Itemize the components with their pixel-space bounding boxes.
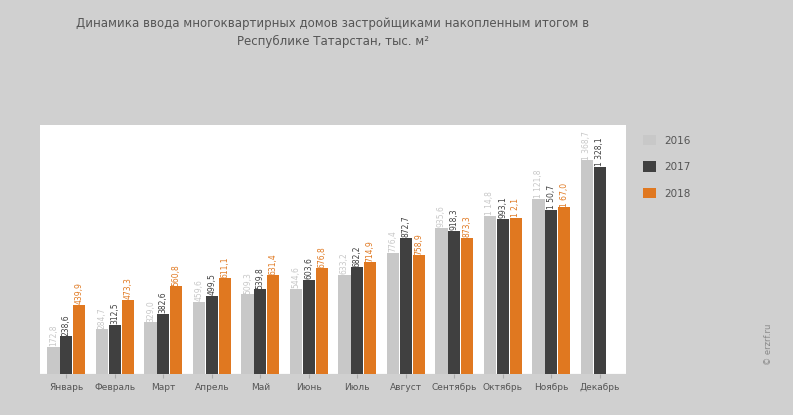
Bar <box>364 262 376 374</box>
Text: 1 67,0: 1 67,0 <box>560 183 569 207</box>
Text: 872,7: 872,7 <box>401 215 410 237</box>
Text: 499,5: 499,5 <box>207 273 216 295</box>
Text: 329,0: 329,0 <box>146 300 155 322</box>
Bar <box>351 267 363 374</box>
Bar <box>241 294 254 374</box>
Text: 560,8: 560,8 <box>171 264 181 286</box>
Bar <box>157 314 170 374</box>
Bar <box>339 275 351 374</box>
Text: 1 50,7: 1 50,7 <box>547 185 556 209</box>
Text: 544,6: 544,6 <box>292 266 301 288</box>
Bar <box>255 290 266 374</box>
Text: 776,4: 776,4 <box>389 230 397 252</box>
Text: 758,9: 758,9 <box>414 233 423 255</box>
Bar <box>594 167 606 374</box>
Text: 539,8: 539,8 <box>256 267 265 289</box>
Text: 1 368,7: 1 368,7 <box>582 131 592 160</box>
Text: 918,3: 918,3 <box>450 208 459 230</box>
Text: 603,6: 603,6 <box>305 257 313 279</box>
Bar <box>484 215 496 374</box>
Bar <box>73 305 85 374</box>
Bar <box>387 253 399 374</box>
Bar <box>532 199 545 374</box>
Bar <box>546 210 557 374</box>
Bar <box>48 347 59 374</box>
Bar <box>510 217 522 374</box>
Text: 633,2: 633,2 <box>340 253 349 274</box>
Text: 172,8: 172,8 <box>49 325 58 346</box>
Text: 1 14,8: 1 14,8 <box>485 191 495 215</box>
Bar <box>496 219 509 374</box>
Bar <box>219 278 231 374</box>
Text: 473,3: 473,3 <box>123 277 132 299</box>
Bar <box>558 208 570 374</box>
Bar <box>435 228 447 374</box>
Text: 935,6: 935,6 <box>437 205 446 227</box>
Text: 631,4: 631,4 <box>269 253 278 275</box>
Bar <box>303 280 315 374</box>
Text: 238,6: 238,6 <box>62 314 71 336</box>
Bar <box>400 238 412 374</box>
Text: 1 2,1: 1 2,1 <box>511 198 520 217</box>
Bar <box>193 302 205 374</box>
Bar <box>581 161 593 374</box>
Text: 509,3: 509,3 <box>243 272 252 294</box>
Text: 714,9: 714,9 <box>366 240 374 261</box>
Bar <box>290 289 302 374</box>
Text: 382,6: 382,6 <box>159 292 168 313</box>
Text: 459,6: 459,6 <box>194 279 204 301</box>
Text: 284,7: 284,7 <box>98 307 106 329</box>
Text: 312,5: 312,5 <box>110 303 119 324</box>
Text: 682,2: 682,2 <box>353 245 362 267</box>
Bar <box>121 300 134 374</box>
Bar <box>96 329 108 374</box>
Text: Динамика ввода многоквартирных домов застройщиками накопленным итогом в
Республи: Динамика ввода многоквартирных домов зас… <box>76 17 590 48</box>
Bar <box>412 255 425 374</box>
Bar <box>448 231 461 374</box>
Text: 439,9: 439,9 <box>75 283 84 305</box>
Bar <box>267 275 279 374</box>
Bar <box>461 238 473 374</box>
Text: 1 121,8: 1 121,8 <box>534 170 543 198</box>
Bar <box>170 286 182 374</box>
Bar <box>109 325 121 374</box>
Text: 611,1: 611,1 <box>220 256 229 278</box>
Text: 873,3: 873,3 <box>462 215 472 237</box>
Bar <box>205 296 218 374</box>
Text: 1 328,1: 1 328,1 <box>596 137 604 166</box>
Text: 993,1: 993,1 <box>498 197 508 218</box>
Text: © erzrf.ru: © erzrf.ru <box>764 324 773 365</box>
Bar <box>144 322 156 374</box>
Text: 676,8: 676,8 <box>317 246 326 268</box>
Bar <box>316 268 328 374</box>
Bar <box>60 337 72 374</box>
Legend: 2016, 2017, 2018: 2016, 2017, 2018 <box>643 135 691 198</box>
